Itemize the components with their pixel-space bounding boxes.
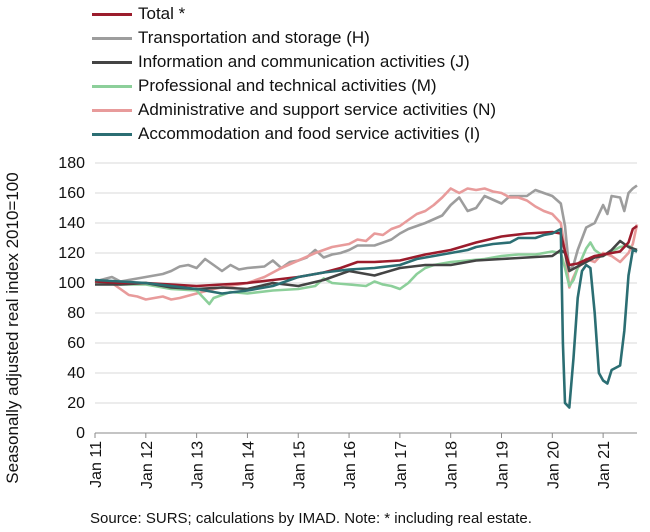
x-tick-label: Jan 14: [240, 441, 257, 489]
x-tick-label: Jan 18: [444, 441, 461, 489]
y-tick-label: 80: [67, 305, 85, 322]
x-tick-label: Jan 21: [596, 441, 613, 489]
legend-item-total: Total *: [92, 2, 496, 26]
y-tick-label: 100: [58, 275, 85, 292]
legend-swatch-administrative: [92, 108, 132, 112]
y-axis-label: Seasonally adjusted real index 2010=100: [3, 172, 22, 484]
legend-swatch-transportation: [92, 36, 132, 40]
chart-series: [94, 184, 639, 409]
chart-legend: Total * Transportation and storage (H) I…: [92, 2, 496, 146]
legend-swatch-information: [92, 60, 132, 64]
legend-label-professional: Professional and technical activities (M…: [138, 76, 437, 95]
series-line-transportation: [94, 184, 638, 283]
y-tick-label: 0: [76, 425, 85, 442]
x-tick-label: Jan 11: [88, 441, 105, 488]
y-tick-label: 120: [58, 245, 85, 262]
series-line-accommodation: [94, 227, 638, 409]
x-tick-label: Jan 19: [495, 441, 512, 489]
y-tick-label: 140: [58, 215, 85, 232]
legend-swatch-accommodation: [92, 132, 132, 136]
legend-label-accommodation: Accommodation and food service activitie…: [138, 124, 481, 143]
legend-swatch-professional: [92, 84, 132, 88]
source-note: Source: SURS; calculations by IMAD. Note…: [90, 510, 532, 527]
legend-item-information: Information and communication activities…: [92, 50, 496, 74]
legend-label-information: Information and communication activities…: [138, 52, 470, 71]
y-tick-label: 40: [67, 365, 85, 382]
y-tick-label: 180: [58, 155, 85, 172]
legend-item-professional: Professional and technical activities (M…: [92, 74, 496, 98]
chart-grid: [95, 162, 637, 404]
x-tick-label: Jan 17: [393, 441, 410, 489]
legend-item-administrative: Administrative and support service activ…: [92, 98, 496, 122]
legend-item-accommodation: Accommodation and food service activitie…: [92, 122, 496, 146]
series-line-professional: [94, 241, 638, 306]
y-tick-label: 20: [67, 395, 85, 412]
x-tick-label: Jan 12: [139, 441, 156, 489]
series-line-information: [95, 239, 638, 291]
series-line-total: [94, 224, 638, 288]
y-tick-label: 60: [67, 335, 85, 352]
x-tick-label: Jan 16: [342, 441, 359, 489]
chart-axes: 0 20 40 60 80 100 120 140 160 180 Jan 11 Jan 12 Jan …: [58, 155, 637, 489]
x-tick-label: Jan 15: [291, 441, 308, 489]
legend-label-administrative: Administrative and support service activ…: [138, 100, 497, 119]
legend-item-transportation: Transportation and storage (H): [92, 26, 496, 50]
legend-label-total: Total *: [138, 4, 186, 23]
y-axis-label-wrap: Seasonally adjusted real index 2010=100: [0, 160, 26, 496]
legend-swatch-total: [92, 12, 132, 16]
x-tick-label: Jan 13: [190, 441, 207, 489]
legend-label-transportation: Transportation and storage (H): [138, 28, 370, 47]
y-tick-label: 160: [58, 185, 85, 202]
x-tick-label: Jan 20: [545, 441, 562, 489]
